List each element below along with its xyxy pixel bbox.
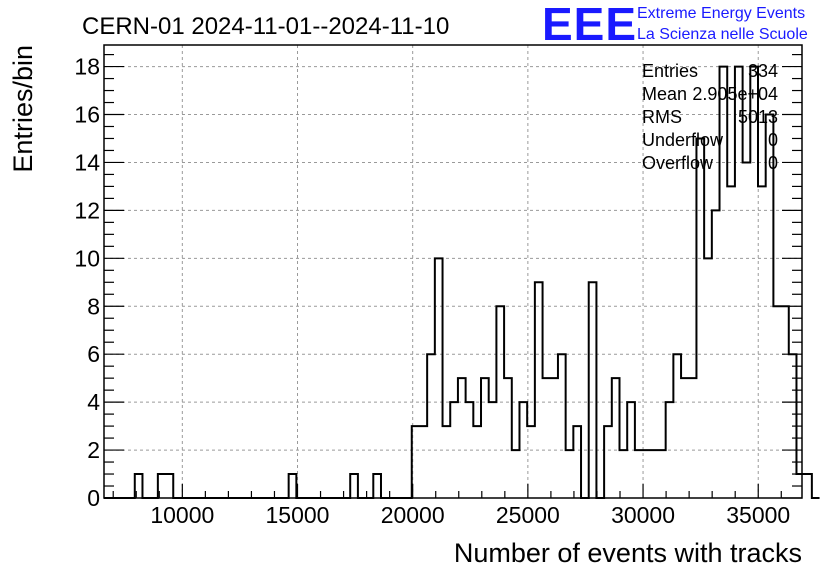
stat-entries-value: 334 [748,61,778,81]
x-tick-label: 15000 [266,502,330,528]
y-tick-label: 4 [87,389,100,415]
y-tick-label: 12 [74,197,100,223]
stat-entries-label: Entries [642,61,698,81]
stat-overflow-value: 0 [768,153,778,173]
axis-ticks [104,53,802,499]
stat-underflow-value: 0 [768,130,778,150]
y-tick-label: 14 [74,149,100,175]
y-tick-label: 6 [87,341,100,367]
y-tick-label: 10 [74,245,100,271]
y-tick-label: 2 [87,437,100,463]
y-tick-label: 18 [74,54,100,80]
y-axis-title: Entries/bin [8,45,38,173]
stat-mean-label: Mean [642,84,687,104]
stat-overflow-label: Overflow [642,153,714,173]
logo-line-1: Extreme Energy Events [637,5,805,22]
chart-title: CERN-01 2024-11-01--2024-11-10 [82,13,449,40]
stat-mean-value: 2.905e+04 [692,84,778,104]
x-tick-label: 30000 [611,502,675,528]
x-tick-label: 20000 [381,502,445,528]
eee-logo: EEE Extreme Energy Events La Scienza nel… [542,0,808,50]
logo-mark: EEE [542,0,637,50]
y-tick-labels: 0 2 4 6 8 10 12 14 16 18 [74,54,100,511]
x-tick-labels: 10000 15000 20000 25000 30000 35000 [150,502,790,528]
stats-box: Entries 334 Mean 2.905e+04 RMS 5013 Unde… [642,61,778,173]
x-tick-label: 25000 [496,502,560,528]
stat-rms-label: RMS [642,107,682,127]
y-tick-label: 8 [87,293,100,319]
x-axis-title: Number of events with tracks [454,538,802,568]
logo-line-2: La Scienza nelle Scuole [637,26,808,43]
y-tick-label: 0 [87,485,100,511]
stat-rms-value: 5013 [738,107,778,127]
x-tick-label: 10000 [150,502,214,528]
y-tick-label: 16 [74,102,100,128]
stat-underflow-label: Underflow [642,130,724,150]
x-tick-label: 35000 [726,502,790,528]
plot-frame [103,44,803,499]
